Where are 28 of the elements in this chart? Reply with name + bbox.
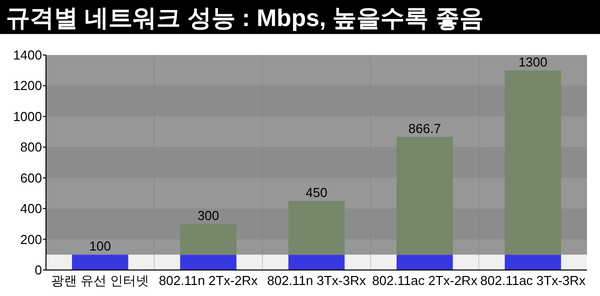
y-tick-label: 200: [20, 232, 42, 247]
total-label: 450: [306, 184, 328, 200]
x-tick-label: 802.11ac 3Tx-3Rx: [480, 273, 586, 288]
total-label: 866.7: [408, 120, 441, 136]
bar: [396, 254, 453, 270]
total-label: 100: [89, 238, 111, 254]
x-tick-label: 802.11n 3Tx-3Rx: [267, 273, 366, 288]
x-tick-label: 802.11n 2Tx-2Rx: [158, 273, 258, 288]
bar: [288, 254, 345, 270]
bar: [180, 224, 236, 255]
bar: [504, 70, 562, 255]
bar: [288, 200, 345, 255]
y-tick-label: 1000: [13, 108, 42, 124]
x-tick-label: 광랜 유선 인터넷: [50, 273, 150, 288]
bar: [180, 254, 236, 270]
y-tick-label: 1400: [13, 48, 42, 62]
chart-title: 규격별 네트워크 성능 : Mbps, 높을수록 좋음: [6, 5, 484, 32]
bar: [396, 136, 453, 255]
y-tick-label: 600: [20, 170, 42, 186]
y-tick-label: 0: [34, 262, 42, 278]
y-tick-label: 1200: [13, 78, 42, 94]
total-label: 1300: [518, 54, 548, 70]
x-tick-label: 802.11ac 2Tx-2Rx: [372, 273, 478, 288]
y-tick-label: 400: [20, 201, 42, 216]
bar: [504, 254, 562, 270]
y-tick-label: 800: [20, 140, 42, 155]
bar: [72, 254, 128, 270]
total-label: 300: [197, 208, 220, 223]
